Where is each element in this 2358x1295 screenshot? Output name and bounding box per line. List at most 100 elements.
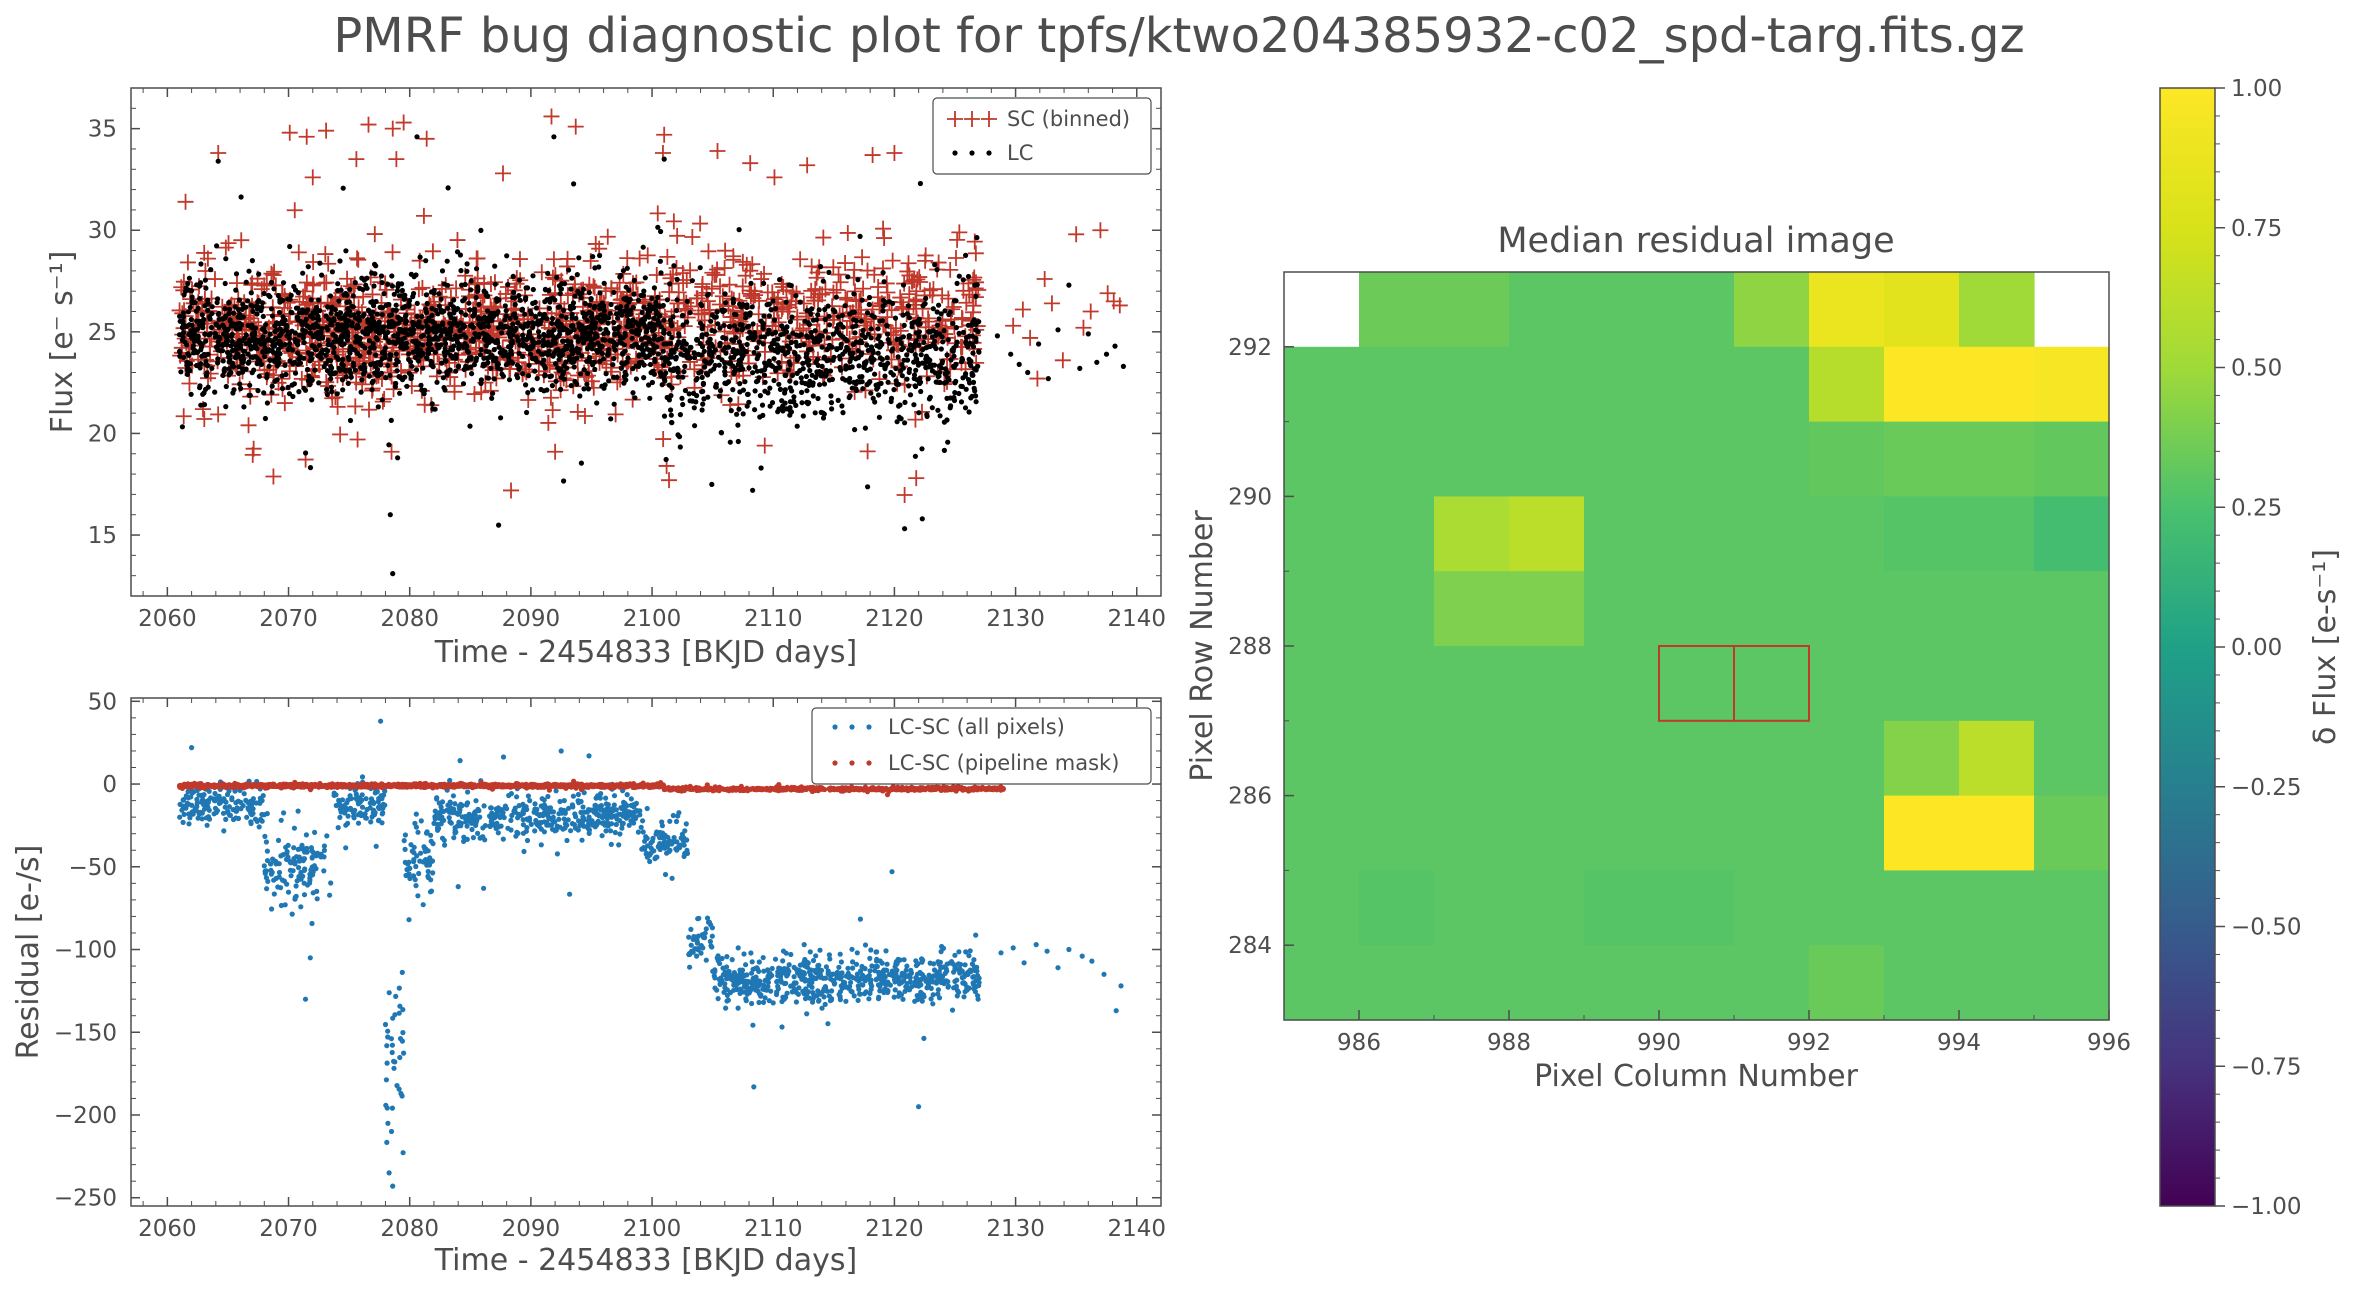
flux-series-1-point <box>542 373 547 378</box>
flux-series-1-point <box>187 276 192 281</box>
flux-series-1-point <box>363 283 368 288</box>
residual-series-0-point <box>390 1043 395 1048</box>
flux-series-1-point <box>222 369 227 374</box>
flux-series-1-point <box>721 348 726 353</box>
flux-series-1-point <box>526 373 531 378</box>
flux-series-1-point <box>886 380 891 385</box>
flux-series-1-point <box>445 283 450 288</box>
flux-series-1-point <box>880 308 885 313</box>
flux-series-1-point <box>365 331 370 336</box>
residual-series-0-point <box>389 1036 394 1041</box>
flux-series-1-point <box>688 310 693 315</box>
flux-series-1-point <box>815 396 820 401</box>
flux-series-1-point <box>301 335 306 340</box>
flux-series-1-point <box>611 356 616 361</box>
residual-series-0-point <box>397 1087 402 1092</box>
flux-series-1-point <box>333 334 338 339</box>
flux-series-1-point <box>765 390 770 395</box>
flux-series-1-point <box>515 375 520 380</box>
flux-series-1-point <box>223 404 228 409</box>
flux-series-1-point <box>234 325 239 330</box>
flux-series-1-point <box>571 181 576 186</box>
flux-series-1-point <box>838 368 843 373</box>
flux-series-1-point <box>234 271 239 276</box>
flux-series-1-point <box>731 300 736 305</box>
flux-series-1-point <box>669 321 674 326</box>
flux-series-1-point <box>737 339 742 344</box>
flux-series-1-point <box>741 411 746 416</box>
residual-series-0-point <box>315 896 320 901</box>
flux-series-1-point <box>393 384 398 389</box>
flux-series-1-point <box>287 341 292 346</box>
flux-series-1-point <box>512 328 517 333</box>
flux-series-1-point <box>866 381 871 386</box>
flux-series-1-point <box>344 300 349 305</box>
flux-series-1-point <box>937 380 942 385</box>
residual-series-0-point <box>207 817 212 822</box>
flux-series-1-point <box>751 321 756 326</box>
flux-series-1-point <box>561 308 566 313</box>
flux-series-1-point <box>942 328 947 333</box>
flux-series-1-point <box>719 430 724 435</box>
flux-series-1-point <box>867 302 872 307</box>
flux-series-1-point <box>975 282 980 287</box>
flux-series-1-point <box>445 259 450 264</box>
flux-series-1-point <box>735 423 740 428</box>
flux-series-1-point <box>226 300 231 305</box>
flux-series-1-point <box>869 313 874 318</box>
residual-series-0-point <box>265 811 270 816</box>
residual-series-0-point <box>426 848 431 853</box>
flux-series-1-point <box>276 293 281 298</box>
flux-series-1-point <box>823 317 828 322</box>
flux-series-1-point <box>351 293 356 298</box>
flux-series-1-point <box>300 310 305 315</box>
residual-series-0-point <box>177 815 182 820</box>
flux-series-1-point <box>966 274 971 279</box>
flux-series-1-point <box>194 282 199 287</box>
flux-series-1-point <box>595 350 600 355</box>
flux-series-1-point <box>178 369 183 374</box>
residual-series-0-point <box>228 813 233 818</box>
residual-series-0-point <box>368 819 373 824</box>
flux-series-1-point <box>511 274 516 279</box>
residual-series-0-point <box>200 816 205 821</box>
residual-series-0-point <box>205 805 210 810</box>
flux-series-1-point <box>657 304 662 309</box>
residual-series-0-point <box>373 810 378 815</box>
flux-series-1-point <box>576 255 581 260</box>
flux-series-1-point <box>272 359 277 364</box>
flux-series-1-point <box>951 364 956 369</box>
flux-series-1-point <box>256 272 261 277</box>
flux-series-1-point <box>300 327 305 332</box>
flux-series-1-point <box>570 323 575 328</box>
flux-series-1-point <box>644 346 649 351</box>
flux-series-1-point <box>485 294 490 299</box>
flux-series-1-point <box>787 379 792 384</box>
flux-series-1-point <box>587 330 592 335</box>
flux-series-1-point <box>723 372 728 377</box>
flux-series-1-point <box>584 382 589 387</box>
residual-series-0-point <box>249 803 254 808</box>
residual-series-0-point <box>340 797 345 802</box>
flux-series-1-point <box>308 465 313 470</box>
flux-series-1-point <box>460 298 465 303</box>
flux-series-1-point <box>452 319 457 324</box>
flux-series-1-point <box>868 391 873 396</box>
residual-series-0-point <box>302 868 307 873</box>
flux-series-1-point <box>464 344 469 349</box>
flux-series-1-point <box>698 321 703 326</box>
flux-series-1-point <box>750 370 755 375</box>
flux-series-1-point <box>761 323 766 328</box>
flux-series-1-point <box>451 297 456 302</box>
flux-series-1-point <box>419 352 424 357</box>
flux-series-1-point <box>961 277 966 282</box>
residual-series-0-point <box>391 1066 396 1071</box>
flux-series-1-point <box>318 329 323 334</box>
residual-series-0-point <box>292 826 297 831</box>
residual-series-0-point <box>283 902 288 907</box>
flux-series-1-point <box>865 310 870 315</box>
residual-series-0-point <box>294 883 299 888</box>
flux-series-1-point <box>467 424 472 429</box>
flux-series-1-point <box>216 325 221 330</box>
flux-series-1-point <box>671 349 676 354</box>
